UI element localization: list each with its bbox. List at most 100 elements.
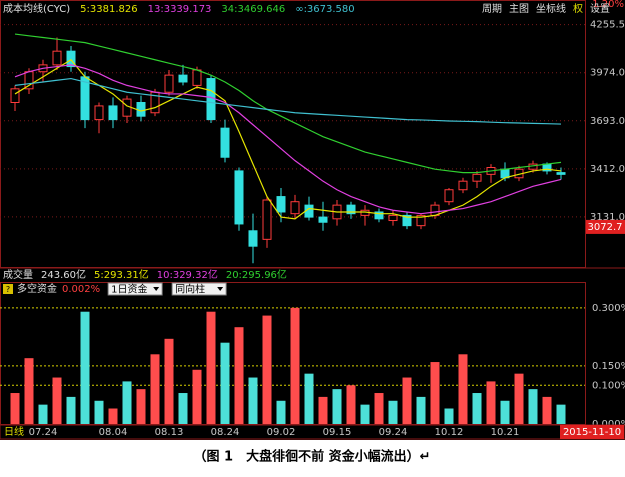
candle-body (178, 74, 188, 83)
ma-line (14, 77, 562, 125)
flow-bar (248, 377, 258, 424)
flow-bar (472, 393, 482, 424)
flow-bar (276, 400, 286, 424)
y-tick-label: 0.100% (592, 380, 625, 391)
candle-body (248, 230, 258, 247)
caption: （图 1 大盘徘徊不前 资金小幅流出）↵ (194, 449, 431, 465)
flow-bar (318, 396, 328, 424)
candle-body (192, 69, 202, 86)
candle-body (290, 201, 300, 215)
date-axis (0, 424, 625, 440)
y-tick-label: 3693.0 (590, 116, 625, 127)
date-marker: 2015-11-10 (563, 427, 621, 438)
candle-body (66, 50, 76, 68)
flow-bar (262, 315, 272, 424)
header-text: 成交量 (3, 268, 33, 281)
header-text: 13:3339.173 (148, 4, 212, 15)
candle-body (276, 196, 286, 213)
x-tick-label: 09.15 (323, 427, 352, 438)
header-text: 5:293.31亿 (94, 268, 149, 281)
flow-bar (94, 400, 104, 424)
flow-bar (430, 362, 440, 424)
header-text: 243.60亿 (41, 268, 86, 281)
flow-bar (192, 369, 202, 424)
candle-body (220, 127, 230, 158)
flow-bar (220, 342, 230, 424)
flow-bar (388, 400, 398, 424)
flow-bar (234, 327, 244, 424)
candle-body (206, 78, 216, 121)
y-tick-label: 3974.0 (590, 68, 625, 79)
menu-item[interactable]: 设置 (590, 3, 610, 15)
candle-body (346, 204, 356, 215)
flow-bar (458, 354, 468, 424)
flow-bar (80, 311, 90, 424)
help-icon-glyph: ? (6, 285, 10, 294)
dropdown-label[interactable]: 1日资金 (111, 283, 147, 296)
background (0, 0, 625, 440)
dropdown-label[interactable]: 同向柱 (175, 283, 205, 296)
corner-label: 1.20% (592, 0, 624, 10)
candle-body (108, 105, 118, 121)
candle-body (52, 50, 62, 66)
header-text: 多空资金 (17, 282, 57, 295)
flow-bar (164, 338, 174, 424)
y-tick-label: 3131.0 (590, 212, 625, 223)
flow-bar (66, 396, 76, 424)
flow-bar (514, 373, 524, 424)
period-label[interactable]: 日线 (4, 425, 24, 438)
x-tick-label: 10.12 (435, 427, 464, 438)
ma-line (14, 58, 562, 220)
dropdown[interactable] (107, 282, 163, 296)
candle-body (556, 172, 566, 175)
x-tick-label: 07.24 (29, 427, 58, 438)
header-text: 10:329.32亿 (157, 268, 218, 281)
y-tick-label: 0.150% (592, 361, 625, 372)
flow-bar (150, 354, 160, 424)
flow-bar (52, 377, 62, 424)
y-tick-label: 4255.5 (590, 20, 625, 31)
candle-body (402, 214, 412, 227)
dropdown-arrow[interactable] (153, 287, 160, 291)
menu-item[interactable]: 主图 (509, 3, 529, 15)
ma-line (14, 64, 562, 215)
header-text: 34:3469.646 (221, 4, 285, 15)
flow-bar (290, 307, 300, 424)
candle-body (416, 214, 426, 227)
candle-body (374, 211, 384, 220)
menu-item[interactable]: 周期 (482, 3, 502, 15)
menu-item[interactable]: 坐标线 (536, 2, 566, 15)
candle-body (318, 216, 328, 223)
candle-body (458, 180, 468, 191)
flow-bar (500, 400, 510, 424)
x-tick-label: 09.02 (267, 427, 296, 438)
flow-bar (304, 373, 314, 424)
dropdown-arrow[interactable] (217, 287, 224, 291)
flow-bar (556, 404, 566, 424)
menu-item[interactable]: 权 (573, 2, 583, 15)
x-tick-label: 10.21 (491, 427, 520, 438)
flow-bar (108, 408, 118, 424)
y-tick-label: 3412.0 (590, 164, 625, 175)
help-icon[interactable] (3, 284, 13, 294)
x-tick-label: 08.04 (99, 427, 128, 438)
flow-bar (542, 396, 552, 424)
flow-bar (402, 377, 412, 424)
dropdown[interactable] (171, 282, 227, 296)
header-text: 0.002% (62, 284, 100, 295)
header-text: 20:295.96亿 (226, 268, 287, 281)
candle-body (444, 189, 454, 203)
flow-bar (486, 381, 496, 424)
x-tick-label: 08.24 (211, 427, 240, 438)
y-tick-label: 0.300% (592, 303, 625, 314)
flow-bar (416, 396, 426, 424)
candle-body (122, 98, 132, 117)
date-marker-box (560, 425, 624, 439)
price-marker-label: 3072.7 (588, 222, 623, 233)
candle-body (164, 74, 174, 93)
header-text: 5:3381.826 (80, 4, 137, 15)
flow-bar (10, 393, 20, 424)
x-tick-label: 09.24 (379, 427, 408, 438)
